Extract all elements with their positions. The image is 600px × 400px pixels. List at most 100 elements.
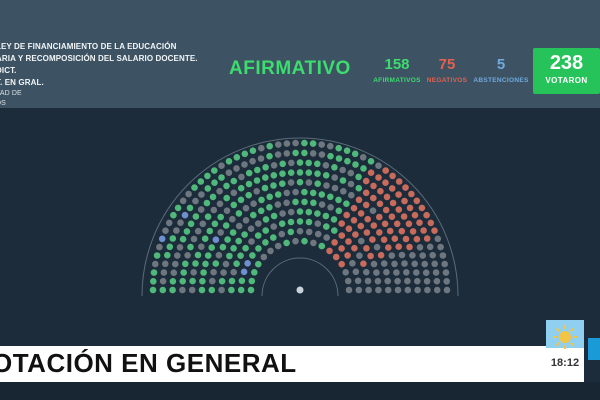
seat-empty xyxy=(373,243,381,251)
seat-affirmative xyxy=(194,251,202,259)
seat-affirmative xyxy=(266,193,274,201)
bill-title-line: T. EN GRAL. xyxy=(0,78,44,87)
seat-affirmative xyxy=(223,194,230,202)
seat-affirmative xyxy=(201,235,209,242)
seat-affirmative xyxy=(296,178,304,186)
seat-affirmative xyxy=(261,184,269,192)
seat-affirmative xyxy=(301,237,308,245)
seat-negative xyxy=(345,238,352,245)
seat-affirmative xyxy=(247,286,255,294)
seat-affirmative xyxy=(278,220,286,227)
seat-empty xyxy=(388,252,396,259)
seat-empty xyxy=(441,260,449,268)
seat-affirmative xyxy=(266,204,273,211)
seat-empty xyxy=(257,155,265,162)
seat-negative xyxy=(362,201,370,209)
seat-empty xyxy=(260,253,268,261)
seat-affirmative xyxy=(197,178,205,185)
seat-empty xyxy=(365,286,372,294)
seat-affirmative xyxy=(237,252,244,259)
seat-empty xyxy=(309,150,317,157)
seat-affirmative xyxy=(253,166,261,174)
seat-empty xyxy=(248,238,255,245)
seat-affirmative xyxy=(229,229,237,236)
seat-empty xyxy=(238,173,245,181)
seat-affirmative xyxy=(230,177,238,185)
seat-empty xyxy=(292,139,299,147)
seat-empty xyxy=(192,197,199,205)
seat-affirmative xyxy=(226,252,233,260)
sun-icon xyxy=(553,325,577,349)
seat-affirmative xyxy=(335,207,343,215)
seat-empty xyxy=(173,227,180,234)
seat-empty xyxy=(222,260,230,268)
seat-negative xyxy=(400,213,408,220)
abstention-number: 5 xyxy=(496,56,506,73)
seat-negative xyxy=(367,169,375,176)
seat-affirmative xyxy=(309,140,317,147)
seat-empty xyxy=(442,269,450,276)
abstention-count: 5 ABSTENCIONES xyxy=(472,56,530,84)
seat-negative xyxy=(331,239,338,246)
seat-empty xyxy=(209,277,216,285)
seat-affirmative xyxy=(292,149,299,157)
seat-negative xyxy=(370,194,377,202)
seat-affirmative xyxy=(323,223,330,230)
seat-affirmative xyxy=(237,184,245,192)
seat-affirmative xyxy=(262,227,270,234)
seat-negative xyxy=(343,211,351,219)
seat-empty xyxy=(394,277,401,285)
seat-affirmative xyxy=(296,208,304,215)
seat-empty xyxy=(250,200,257,207)
seat-empty xyxy=(242,217,250,224)
seat-empty xyxy=(393,269,400,276)
seat-empty xyxy=(331,184,339,192)
seat-empty xyxy=(354,277,362,285)
seat-affirmative xyxy=(245,169,253,177)
seat-negative xyxy=(398,227,406,235)
seat-empty xyxy=(344,277,352,285)
seat-empty xyxy=(217,229,224,236)
seat-grid xyxy=(149,139,451,294)
seat-negative xyxy=(383,193,391,201)
seat-negative xyxy=(326,247,333,255)
total-voted-label: VOTARON xyxy=(545,76,588,85)
seat-affirmative xyxy=(237,196,245,204)
seat-empty xyxy=(355,286,363,294)
seat-empty xyxy=(210,206,218,214)
seat-empty xyxy=(370,260,378,268)
seat-empty xyxy=(373,269,380,276)
seat-affirmative xyxy=(266,142,274,150)
seat-empty xyxy=(162,227,169,234)
seat-negative xyxy=(385,244,392,251)
seat-affirmative xyxy=(262,239,269,246)
seat-affirmative xyxy=(254,260,262,268)
seat-affirmative xyxy=(355,184,363,192)
seat-empty xyxy=(241,161,248,168)
seat-affirmative xyxy=(208,244,215,251)
seat-negative xyxy=(402,184,409,191)
seat-empty xyxy=(210,268,217,276)
seat-affirmative xyxy=(235,237,242,245)
seat-empty xyxy=(283,199,290,207)
seat-empty xyxy=(216,200,224,208)
seat-affirmative xyxy=(218,174,225,181)
seat-affirmative xyxy=(274,191,282,198)
seat-empty xyxy=(179,286,186,294)
seat-negative xyxy=(382,167,390,174)
seat-empty xyxy=(363,268,370,276)
seat-affirmative xyxy=(314,180,322,187)
seat-affirmative xyxy=(322,212,330,220)
seat-empty xyxy=(398,251,406,259)
seat-negative xyxy=(406,243,413,251)
seat-empty xyxy=(223,207,231,214)
seat-empty xyxy=(156,243,163,251)
seat-empty xyxy=(323,234,331,241)
seat-empty xyxy=(384,277,392,285)
seat-affirmative xyxy=(355,173,362,181)
seat-affirmative xyxy=(174,204,182,212)
seat-affirmative xyxy=(270,172,278,179)
seat-affirmative xyxy=(335,196,342,204)
seat-empty xyxy=(254,220,262,227)
seat-affirmative xyxy=(169,235,177,242)
